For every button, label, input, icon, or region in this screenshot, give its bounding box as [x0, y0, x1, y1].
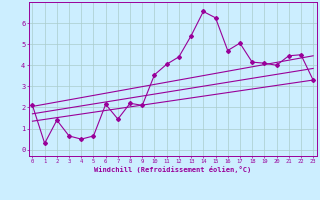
- X-axis label: Windchill (Refroidissement éolien,°C): Windchill (Refroidissement éolien,°C): [94, 166, 252, 173]
